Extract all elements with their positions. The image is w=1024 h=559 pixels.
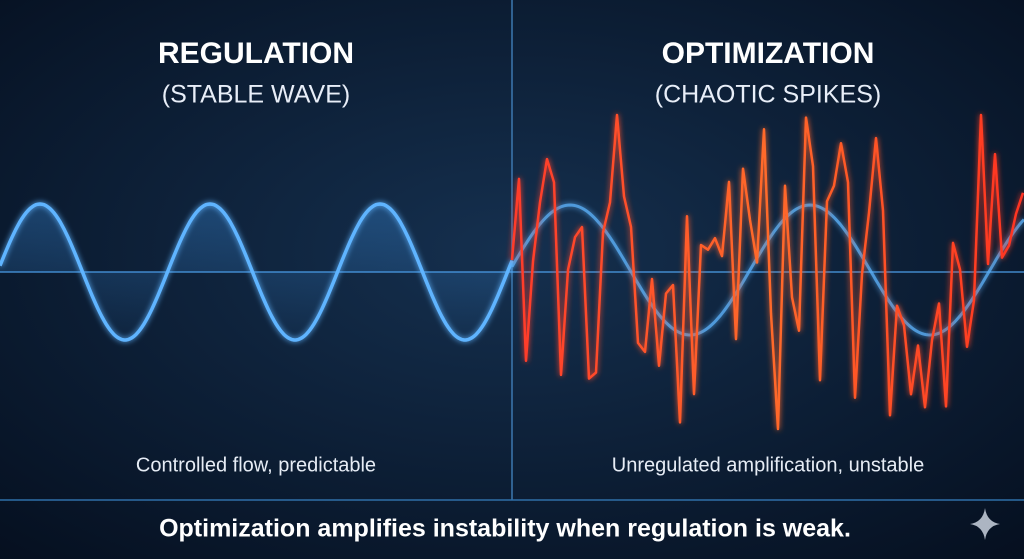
sparkle-icon <box>970 508 1000 540</box>
right-caption: Unregulated amplification, unstable <box>612 454 924 476</box>
left-subtitle: (STABLE WAVE) <box>162 81 350 109</box>
left-caption: Controlled flow, predictable <box>136 454 376 476</box>
waves <box>0 113 1024 431</box>
right-subtitle: (CHAOTIC SPIKES) <box>655 81 881 109</box>
footer-text: Optimization amplifies instability when … <box>159 515 851 543</box>
left-title: REGULATION <box>158 37 354 70</box>
chaotic-spikes <box>510 113 1024 431</box>
stable-wave-fill <box>0 204 512 340</box>
stable-wave <box>0 202 514 342</box>
right-title: OPTIMIZATION <box>662 37 875 70</box>
